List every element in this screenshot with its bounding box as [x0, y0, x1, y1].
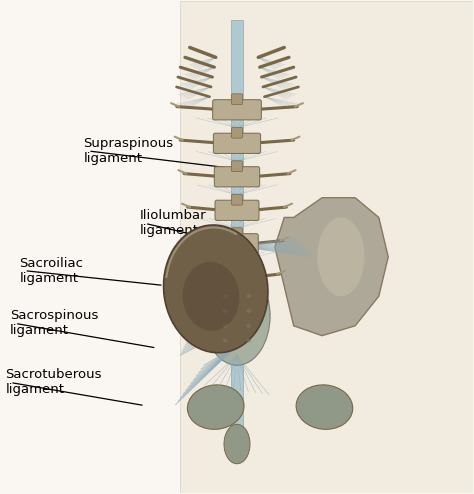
- Text: Sacrospinous
ligament: Sacrospinous ligament: [10, 309, 99, 337]
- Ellipse shape: [318, 217, 365, 296]
- Ellipse shape: [223, 309, 228, 313]
- FancyBboxPatch shape: [231, 127, 243, 138]
- FancyBboxPatch shape: [231, 161, 243, 171]
- Ellipse shape: [182, 262, 239, 330]
- Ellipse shape: [164, 225, 268, 353]
- Bar: [231, 20, 243, 454]
- Ellipse shape: [187, 385, 244, 429]
- Ellipse shape: [246, 338, 251, 342]
- FancyBboxPatch shape: [214, 166, 260, 187]
- Polygon shape: [275, 198, 388, 335]
- FancyBboxPatch shape: [216, 234, 258, 254]
- Ellipse shape: [246, 309, 251, 313]
- FancyBboxPatch shape: [213, 100, 261, 120]
- FancyBboxPatch shape: [216, 267, 258, 288]
- Bar: [180, 0, 474, 494]
- FancyBboxPatch shape: [215, 200, 259, 220]
- Ellipse shape: [223, 338, 228, 342]
- Text: Sacrotuberous
ligament: Sacrotuberous ligament: [5, 369, 102, 397]
- Ellipse shape: [224, 424, 250, 464]
- Ellipse shape: [223, 294, 228, 298]
- Ellipse shape: [246, 294, 251, 298]
- FancyBboxPatch shape: [231, 94, 243, 105]
- Text: Iliolumbar
ligament: Iliolumbar ligament: [140, 209, 207, 237]
- FancyBboxPatch shape: [213, 133, 261, 154]
- Text: Supraspinous
ligament: Supraspinous ligament: [83, 137, 173, 165]
- Ellipse shape: [246, 324, 251, 328]
- Ellipse shape: [296, 385, 353, 429]
- Ellipse shape: [204, 267, 270, 365]
- Ellipse shape: [223, 324, 228, 328]
- Text: Sacroiliac
ligament: Sacroiliac ligament: [19, 257, 83, 285]
- FancyBboxPatch shape: [231, 261, 243, 272]
- FancyBboxPatch shape: [231, 194, 243, 205]
- FancyBboxPatch shape: [231, 228, 243, 239]
- Bar: [190, 0, 474, 494]
